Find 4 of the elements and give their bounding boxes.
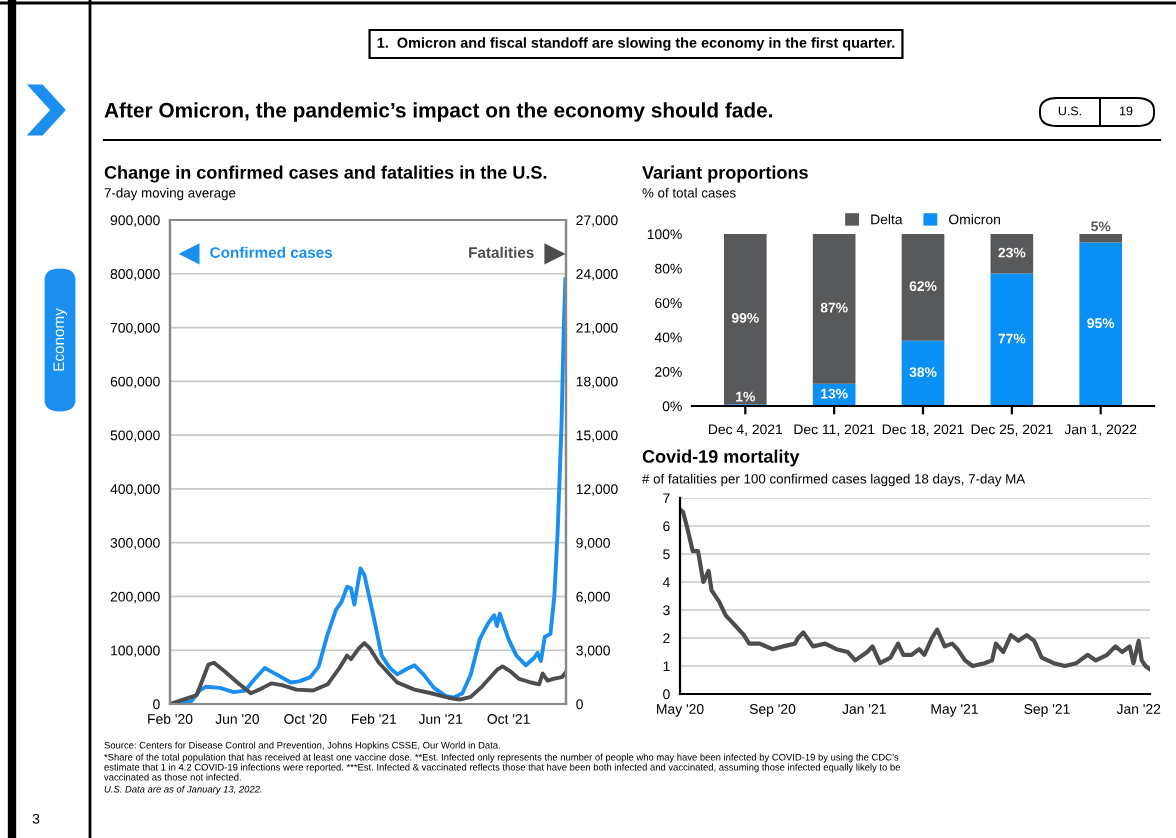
chart-title: Variant proportions [642, 165, 808, 183]
chart-title: Change in confirmed cases and fatalities in the U.S. [104, 165, 547, 183]
chart-title: Covid-19 mortality [642, 449, 800, 467]
text: After Omicron, the pandemic’s impact on the economy should fade. [104, 102, 773, 122]
